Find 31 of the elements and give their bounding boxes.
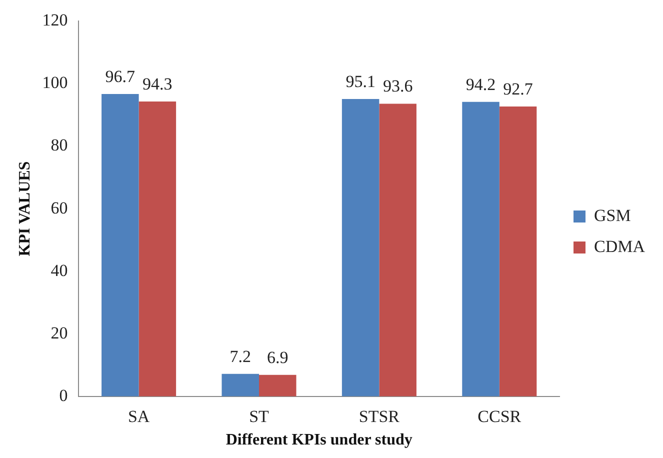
bar <box>102 94 139 396</box>
data-label: 94.3 <box>142 74 172 94</box>
y-tick-label: 80 <box>50 136 68 155</box>
data-label: 93.6 <box>382 76 413 96</box>
legend-label: CDMA <box>594 236 646 256</box>
legend-label: GSM <box>594 206 631 225</box>
data-label: 6.9 <box>267 348 288 367</box>
bar <box>258 374 296 396</box>
y-tick-label: 20 <box>50 323 68 342</box>
x-tick-label: STSR <box>358 407 400 426</box>
data-label: 92.7 <box>503 80 534 99</box>
x-tick-label: ST <box>249 407 270 426</box>
y-tick-label: 0 <box>59 386 68 405</box>
bar <box>222 374 259 396</box>
bar <box>138 102 176 396</box>
x-tick-label: SA <box>128 407 150 426</box>
data-label: 94.2 <box>466 74 496 94</box>
y-tick-label: 60 <box>50 198 68 218</box>
x-axis-title: Different KPIs under study <box>226 432 412 449</box>
y-tick-label: 100 <box>42 73 68 92</box>
bar <box>462 102 500 396</box>
y-tick-label: 40 <box>50 260 68 280</box>
bar <box>379 104 416 396</box>
data-label: 96.7 <box>105 67 136 86</box>
y-tick-label: 120 <box>42 10 68 30</box>
data-label: 7.2 <box>230 346 251 366</box>
data-label: 95.1 <box>346 72 376 92</box>
y-axis-title: KPI VALUES <box>16 161 34 256</box>
bar <box>342 99 380 396</box>
bar <box>499 106 537 396</box>
x-tick-label: CCSR <box>478 407 522 426</box>
